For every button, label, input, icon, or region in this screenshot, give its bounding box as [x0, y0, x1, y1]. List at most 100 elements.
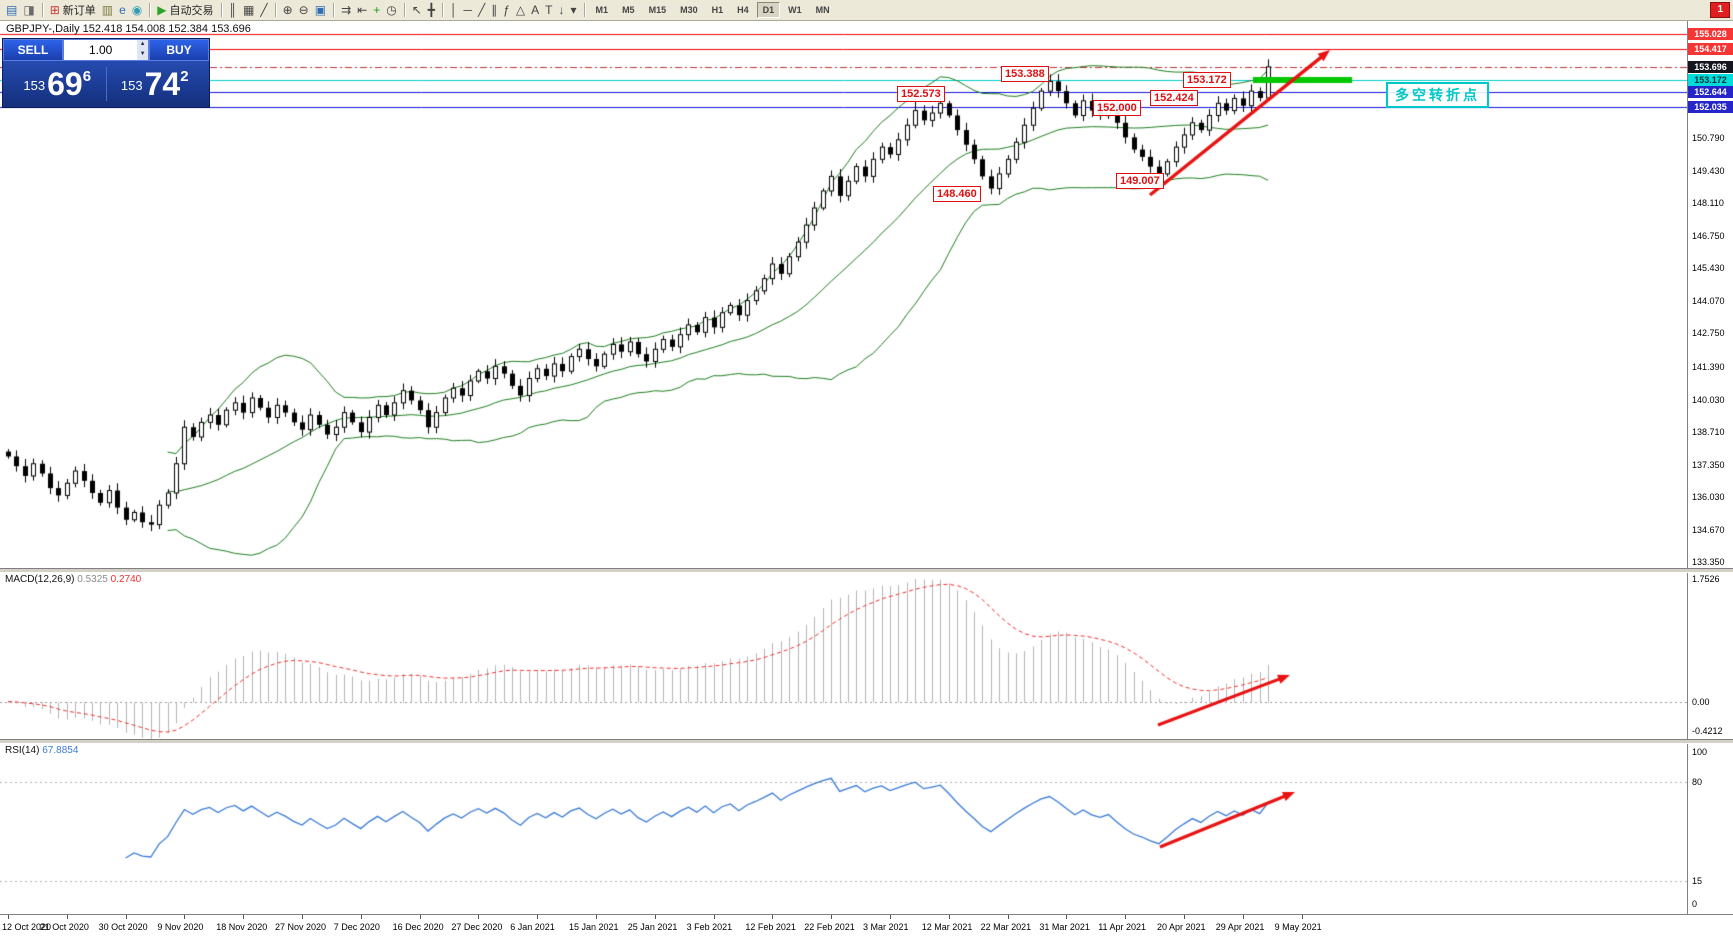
date-label: 29 Apr 2021: [1215, 922, 1265, 932]
price-annotation[interactable]: 152.573: [897, 86, 945, 103]
panel-divider-rsi[interactable]: [0, 739, 1733, 744]
timeframe-m15-button[interactable]: M15: [648, 5, 667, 15]
price-annotation[interactable]: 152.000: [1093, 100, 1141, 117]
sell-button[interactable]: SELL: [3, 39, 63, 61]
auto-scroll-button[interactable]: ⇉: [338, 1, 354, 19]
date-tick: [1302, 915, 1303, 919]
timeframe-m5-button[interactable]: M5: [622, 5, 635, 15]
horizontal-line-icon: ─: [463, 3, 472, 17]
cursor-icon: ↖: [411, 3, 422, 17]
date-label: 31 Mar 2021: [1039, 922, 1090, 932]
date-tick: [596, 915, 597, 919]
timeframe-h4-button[interactable]: H4: [737, 5, 749, 15]
auto-trading-button[interactable]: ▶ 自动交易: [154, 1, 216, 19]
timeframe-mn-button[interactable]: MN: [815, 5, 830, 15]
rsi-scale-label: 0: [1692, 899, 1698, 909]
volume-input[interactable]: [64, 40, 138, 60]
main-toolbar: ▤ ◨ ⊞ 新订单 ▥ e ◉ ▶ 自动交易 ║ ▦ ╱ ⊕ ⊖ ▣ ⇉ ⇤ + ◷ ↖ ╋ │ ─ ╱ ∥ ƒ △ A T ↓ ▾ M1 M5…: [0, 0, 1733, 21]
volume-stepper[interactable]: ▲ ▼: [63, 39, 149, 61]
price-scale-badge: 155.028: [1688, 28, 1733, 41]
macd-label: MACD(12,26,9) 0.5325 0.2740: [5, 574, 141, 585]
chart-profiles-button[interactable]: ◨: [20, 1, 37, 19]
chart-bars-button[interactable]: ║: [226, 1, 241, 19]
timeframe-m30-button[interactable]: M30: [680, 5, 698, 15]
date-tick: [243, 915, 244, 919]
rsi-canvas[interactable]: [0, 742, 1687, 914]
date-tick: [1243, 915, 1244, 919]
date-label: 3 Mar 2021: [863, 922, 909, 932]
macd-canvas[interactable]: [0, 571, 1687, 739]
notification-badge[interactable]: 1: [1710, 2, 1730, 18]
date-label: 9 Nov 2020: [157, 922, 204, 932]
price-annotation[interactable]: 152.424: [1150, 89, 1198, 106]
chart-line-button[interactable]: ╱: [257, 1, 270, 19]
date-label: 12 Oct 2020: [2, 922, 52, 932]
date-axis[interactable]: 12 Oct 2020 21 Oct 2020 30 Oct 2020 9 Nov 2…: [0, 914, 1733, 940]
timeframe-h1-button[interactable]: H1: [711, 5, 724, 15]
crosshair-button[interactable]: ╋: [425, 1, 438, 19]
chart-ohlc-title: GBPJPY-,Daily 152.418 154.008 152.384 15…: [6, 23, 251, 35]
macd-signal-value: 0.2740: [110, 574, 142, 585]
panel-divider-macd[interactable]: [0, 568, 1733, 573]
ask-price: 153 74 2: [107, 64, 204, 104]
price-scale-badge: 152.035: [1688, 101, 1733, 114]
volume-down-icon[interactable]: ▼: [139, 51, 146, 57]
date-label: 22 Mar 2021: [980, 922, 1032, 932]
rsi-scale-label: 15: [1692, 876, 1703, 887]
shapes-button[interactable]: △: [513, 1, 528, 19]
price-annotation[interactable]: 148.460: [933, 186, 981, 203]
price-annotation[interactable]: 149.007: [1116, 173, 1164, 190]
date-tick: [302, 915, 303, 919]
metaeditor-button[interactable]: e: [116, 1, 129, 19]
date-tick: [890, 915, 891, 919]
turning-point-note[interactable]: 多空转折点: [1386, 82, 1489, 108]
main-chart-canvas[interactable]: [0, 20, 1687, 568]
timeframe-m1-button[interactable]: M1: [595, 5, 609, 15]
new-order-button[interactable]: ⊞ 新订单: [47, 1, 99, 19]
price-annotation[interactable]: 153.388: [1001, 66, 1049, 83]
horizontal-line-button[interactable]: ─: [460, 1, 475, 19]
indicators-add-icon: +: [373, 3, 381, 17]
date-label: 12 Mar 2021: [921, 922, 973, 932]
text-label-button[interactable]: T: [542, 1, 555, 19]
chart-candles-button[interactable]: ▦: [240, 1, 257, 19]
bid-price: 153 69 6: [9, 64, 106, 104]
fibonacci-button[interactable]: ƒ: [500, 1, 513, 19]
trendline-button[interactable]: ╱: [475, 1, 488, 19]
zoom-out-button[interactable]: ⊖: [296, 1, 312, 19]
arrows-dropdown-button[interactable]: ▾: [568, 1, 580, 19]
arrows-tool-button[interactable]: ↓: [556, 1, 568, 19]
macd-scale-label: 0.00: [1692, 696, 1710, 707]
price-annotation[interactable]: 153.172: [1183, 71, 1231, 88]
chart-window-button[interactable]: ▥: [99, 1, 116, 19]
new-chart-button[interactable]: ▤: [3, 1, 20, 19]
signals-button[interactable]: ◉: [129, 1, 145, 19]
bid-big-digits: 69: [47, 66, 83, 102]
metaeditor-icon: e: [119, 3, 126, 17]
text-label-icon: T: [545, 3, 553, 17]
timeframe-w1-button[interactable]: W1: [788, 5, 802, 15]
auto-scroll-icon: ⇉: [341, 3, 352, 17]
text-button[interactable]: A: [528, 1, 542, 19]
tile-windows-button[interactable]: ▣: [312, 1, 329, 19]
cursor-button[interactable]: ↖: [409, 1, 425, 19]
equidistant-channel-icon: ∥: [491, 3, 498, 17]
price-scale-label: 142.750: [1692, 328, 1725, 339]
date-label: 21 Oct 2020: [39, 922, 89, 932]
periods-clock-button[interactable]: ◷: [383, 1, 399, 19]
timeframe-d1-button[interactable]: D1: [756, 2, 781, 18]
volume-up-icon[interactable]: ▲: [139, 41, 146, 47]
price-scale-label: 140.030: [1692, 394, 1725, 405]
date-tick: [1066, 915, 1067, 919]
trendline-icon: ╱: [478, 3, 486, 17]
price-scale[interactable]: 150.790 149.430 148.110 146.750 145.430 144.0…: [1687, 20, 1733, 914]
equidistant-channel-button[interactable]: ∥: [488, 1, 500, 19]
buy-button[interactable]: BUY: [149, 39, 209, 61]
macd-scale-label: -0.4212: [1692, 726, 1723, 736]
chart-shift-button[interactable]: ⇤: [354, 1, 370, 19]
indicators-add-button[interactable]: +: [370, 1, 383, 19]
zoom-in-button[interactable]: ⊕: [280, 1, 296, 19]
vertical-line-button[interactable]: │: [447, 1, 461, 19]
chart-bars-icon: ║: [228, 3, 238, 17]
